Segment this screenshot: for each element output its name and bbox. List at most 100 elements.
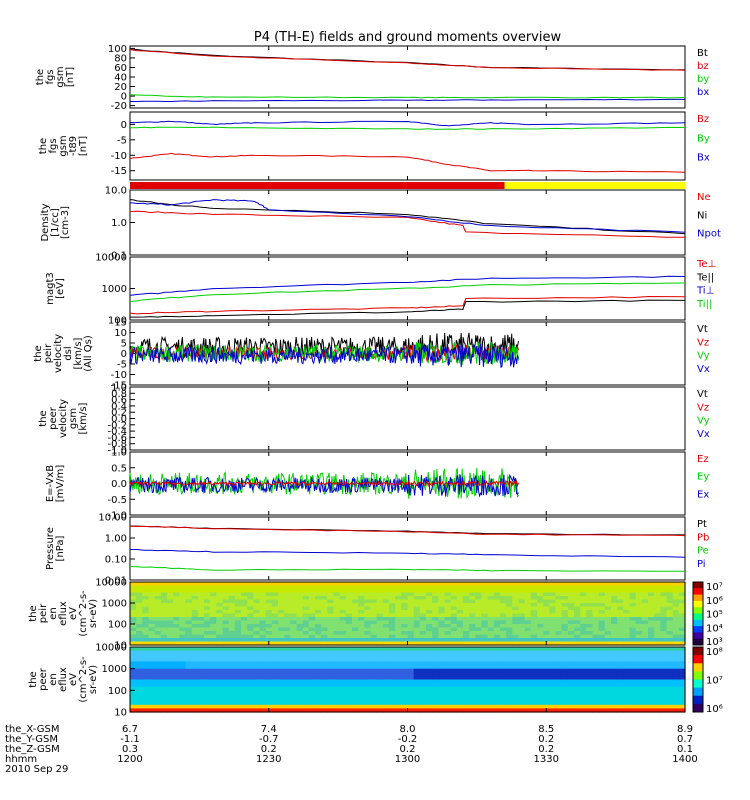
heat-cell [518, 704, 526, 709]
heat-cell [315, 641, 322, 646]
heat-cell [167, 592, 174, 597]
heat-cell [216, 679, 224, 684]
heat-cell [130, 686, 137, 691]
heat-cell [629, 592, 637, 597]
heat-cell [481, 627, 489, 632]
heat-cell [617, 675, 624, 681]
heat-cell [265, 610, 273, 615]
heat-cell [216, 627, 224, 632]
heat-cell [241, 650, 248, 655]
heat-cell [142, 675, 150, 681]
heat-cell [623, 683, 631, 688]
y-tick-label: -0.5 [107, 495, 127, 506]
heat-cell [179, 675, 187, 681]
heat-cell [389, 650, 396, 655]
xaxis-row-label: the_X-GSM [5, 724, 60, 735]
heat-cell [401, 701, 409, 706]
heat-cell [574, 638, 581, 643]
heat-cell [463, 647, 470, 652]
heat-cell [173, 661, 180, 666]
heat-cell [500, 661, 507, 666]
heat-cell [401, 683, 409, 688]
heat-cell [481, 708, 489, 713]
heat-cell [419, 661, 427, 666]
heat-cell [204, 610, 211, 615]
heat-cell [469, 668, 476, 673]
series-line-Pi [130, 549, 686, 558]
heat-cell [284, 631, 291, 636]
heat-cell [284, 617, 291, 622]
heat-cell [352, 610, 359, 615]
spectrogram-peir_eflux [130, 582, 686, 646]
heat-cell [561, 634, 569, 639]
heat-cell [247, 610, 254, 615]
heat-cell [395, 603, 402, 608]
heat-cell [345, 641, 353, 646]
heat-cell [617, 683, 624, 688]
heat-cell [493, 679, 501, 684]
heat-cell [432, 606, 439, 611]
heat-cell [450, 617, 458, 622]
date-label: 2010 Sep 29 [5, 764, 69, 775]
heat-cell [302, 589, 310, 594]
heat-cell [611, 657, 618, 662]
heat-cell [278, 603, 285, 608]
heat-cell [358, 668, 365, 673]
heat-cell [574, 665, 581, 670]
heat-cell [234, 675, 242, 681]
y-tick-label: -15 [111, 381, 127, 392]
heat-cell [315, 603, 322, 608]
heat-cell [296, 613, 304, 618]
heat-cell [561, 592, 569, 597]
heat-cell [265, 647, 273, 652]
heat-cell [247, 704, 254, 709]
heat-cell [130, 589, 137, 594]
heat-cell [308, 672, 316, 677]
heat-cell [173, 647, 180, 652]
heat-cell [333, 679, 341, 684]
heat-cell [302, 647, 310, 652]
heat-cell [648, 617, 655, 622]
heat-cell [352, 701, 359, 706]
heat-cell [271, 603, 279, 608]
heat-cell [401, 679, 409, 684]
heat-cell [148, 647, 156, 652]
heat-cell [641, 641, 649, 646]
heat-cell [315, 654, 322, 659]
heat-cell [555, 697, 563, 702]
heat-cell [567, 617, 575, 622]
heat-cell [426, 641, 433, 646]
heat-cell [228, 638, 236, 643]
heat-cell [469, 620, 476, 625]
heat-cell [604, 657, 612, 662]
heat-cell [395, 668, 402, 673]
heat-cell [197, 634, 205, 639]
heat-cell [604, 641, 612, 646]
heat-cell [308, 675, 316, 681]
legend-entry: Ey [697, 472, 709, 483]
heat-cell [586, 701, 594, 706]
heat-cell [611, 596, 618, 601]
heat-cell [204, 599, 211, 604]
heat-cell [290, 634, 298, 639]
heat-cell [641, 638, 649, 643]
legend-entry: Pi [697, 559, 706, 570]
heat-cell [315, 624, 322, 629]
heat-cell [543, 657, 550, 662]
y-tick-label: 10.0 [105, 186, 127, 197]
heat-cell [592, 679, 600, 684]
heat-cell [617, 620, 624, 625]
heat-cell [197, 693, 205, 699]
heat-cell [130, 603, 137, 608]
heat-cell [518, 603, 526, 608]
heat-cell [413, 627, 421, 632]
heat-cell [204, 683, 211, 688]
heat-cell [641, 647, 649, 652]
heat-cell [136, 697, 143, 702]
heat-cell [173, 650, 180, 655]
heat-cell [315, 686, 322, 691]
heat-cell [475, 613, 483, 618]
heat-cell [635, 665, 643, 670]
heat-cell [407, 701, 415, 706]
heat-cell [611, 589, 618, 594]
